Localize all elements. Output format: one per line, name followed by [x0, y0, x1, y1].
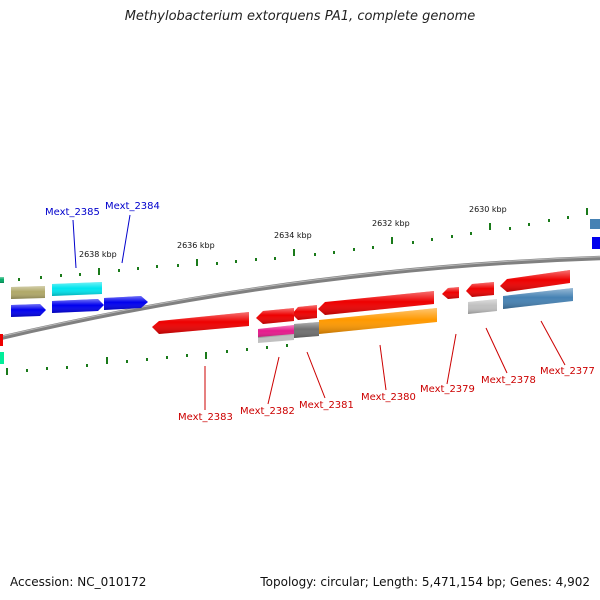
tick-major — [205, 352, 207, 359]
tick-minor — [118, 269, 120, 272]
tick-minor — [60, 274, 62, 277]
tick-minor — [548, 219, 550, 222]
gene-arrow[interactable] — [592, 237, 600, 249]
tick-minor — [156, 265, 158, 268]
accession-text: Accession: NC_010172 — [10, 575, 147, 589]
leader-lines — [72, 214, 566, 410]
tick-minor — [177, 264, 179, 267]
ruler-label: 2636 kbp — [177, 241, 215, 250]
tick-minor — [126, 360, 128, 363]
map-title: Methylobacterium extorquens PA1, complet… — [124, 9, 476, 24]
tick-minor — [86, 364, 88, 367]
gene-label[interactable]: Mext_2382 — [240, 406, 295, 417]
leader-line — [306, 351, 326, 399]
gene-label[interactable]: Mext_2379 — [420, 384, 475, 395]
tick-minor — [226, 350, 228, 353]
gene-label[interactable]: Mext_2377 — [540, 366, 595, 377]
tick-minor — [146, 358, 148, 361]
leader-line — [267, 356, 280, 405]
tick-minor — [46, 367, 48, 370]
tick-minor — [509, 227, 511, 230]
tick-major — [106, 357, 108, 364]
gene-label[interactable]: Mext_2381 — [299, 400, 354, 411]
tick-major — [293, 249, 295, 256]
tick-minor — [186, 354, 188, 357]
tick-minor — [235, 260, 237, 263]
ruler-label: 2632 kbp — [372, 219, 410, 228]
lower-tick-row — [6, 344, 288, 375]
tick-major — [586, 208, 588, 215]
upper-tick-row — [0, 208, 588, 281]
tick-major — [6, 368, 8, 375]
tick-minor — [431, 238, 433, 241]
ruler-label: 2634 kbp — [274, 231, 312, 240]
tick-minor — [470, 232, 472, 235]
genome-stats-text: Topology: circular; Length: 5,471,154 bp… — [260, 575, 590, 589]
tick-minor — [412, 241, 414, 244]
ruler-label: 2630 kbp — [469, 205, 507, 214]
leader-line — [446, 333, 457, 385]
tick-minor — [314, 253, 316, 256]
lower-genes — [258, 288, 573, 343]
tick-minor — [255, 258, 257, 261]
leader-line — [379, 344, 387, 391]
genome-backbone — [0, 255, 600, 341]
gene-arrow[interactable] — [0, 352, 4, 364]
genome-backbone-highlight — [0, 256, 600, 338]
tick-major — [98, 268, 100, 275]
tick-minor — [372, 246, 374, 249]
tick-minor — [66, 366, 68, 369]
tick-minor — [216, 262, 218, 265]
gene-label[interactable]: Mext_2385 — [45, 207, 100, 218]
tick-minor — [353, 248, 355, 251]
ruler-label: 2638 kbp — [79, 250, 117, 259]
tick-minor — [40, 276, 42, 279]
tick-minor — [166, 356, 168, 359]
tick-major — [196, 259, 198, 266]
forward-strand-genes — [0, 219, 600, 317]
tick-major — [489, 223, 491, 230]
tick-minor — [246, 348, 248, 351]
tick-minor — [286, 344, 288, 347]
reverse-strand-genes — [0, 270, 570, 364]
tick-minor — [26, 369, 28, 372]
tick-minor — [137, 267, 139, 270]
tick-minor — [274, 257, 276, 260]
leader-line — [540, 320, 566, 366]
tick-minor — [567, 216, 569, 219]
gene-label[interactable]: Mext_2383 — [178, 412, 233, 423]
gene-label[interactable]: Mext_2384 — [105, 201, 160, 212]
tick-minor — [528, 223, 530, 226]
tick-minor — [451, 235, 453, 238]
tick-minor — [266, 346, 268, 349]
gene-arrow[interactable] — [0, 334, 3, 346]
tick-minor — [18, 278, 20, 281]
leader-line — [485, 327, 508, 374]
gene-label[interactable]: Mext_2380 — [361, 392, 416, 403]
tick-minor — [79, 273, 81, 276]
tick-major — [391, 237, 393, 244]
leader-line — [121, 214, 131, 264]
tick-minor — [333, 251, 335, 254]
gene-label[interactable]: Mext_2378 — [481, 375, 536, 386]
gene-arrow[interactable] — [590, 219, 600, 229]
leader-line — [72, 219, 77, 269]
